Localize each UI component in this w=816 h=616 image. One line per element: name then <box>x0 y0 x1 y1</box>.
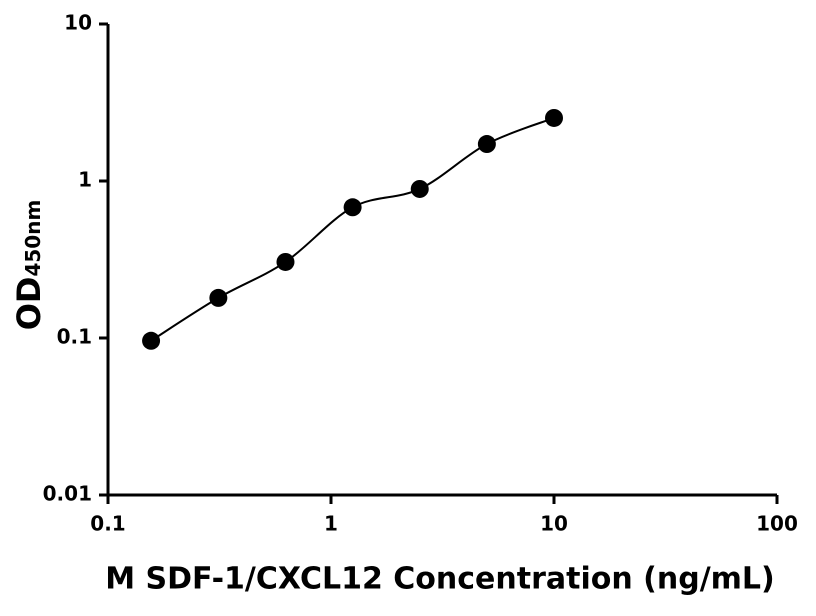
x-tick-label: 10 <box>540 512 568 536</box>
x-tick-label: 0.1 <box>90 512 125 536</box>
y-tick-label: 10 <box>64 11 92 35</box>
x-tick-label: 100 <box>756 512 798 536</box>
y-tick-label: 1 <box>78 168 92 192</box>
data-point <box>545 108 563 127</box>
data-point <box>142 331 161 350</box>
data-point <box>410 179 429 198</box>
y-tick-label: 0.01 <box>43 482 92 506</box>
data-point <box>209 288 228 307</box>
x-tick-label: 1 <box>324 512 338 536</box>
y-tick-label: 0.1 <box>57 325 92 349</box>
y-axis-title-subscript: 450nm <box>21 200 45 277</box>
data-point <box>477 135 496 154</box>
data-point <box>343 198 362 217</box>
x-axis-title: M SDF-1/CXCL12 Concentration (ng/mL) <box>105 562 775 597</box>
data-point <box>276 252 295 271</box>
fit-curve <box>150 117 555 342</box>
y-axis-title-main: OD <box>10 277 48 331</box>
y-axis-title: OD450nm <box>10 200 48 331</box>
